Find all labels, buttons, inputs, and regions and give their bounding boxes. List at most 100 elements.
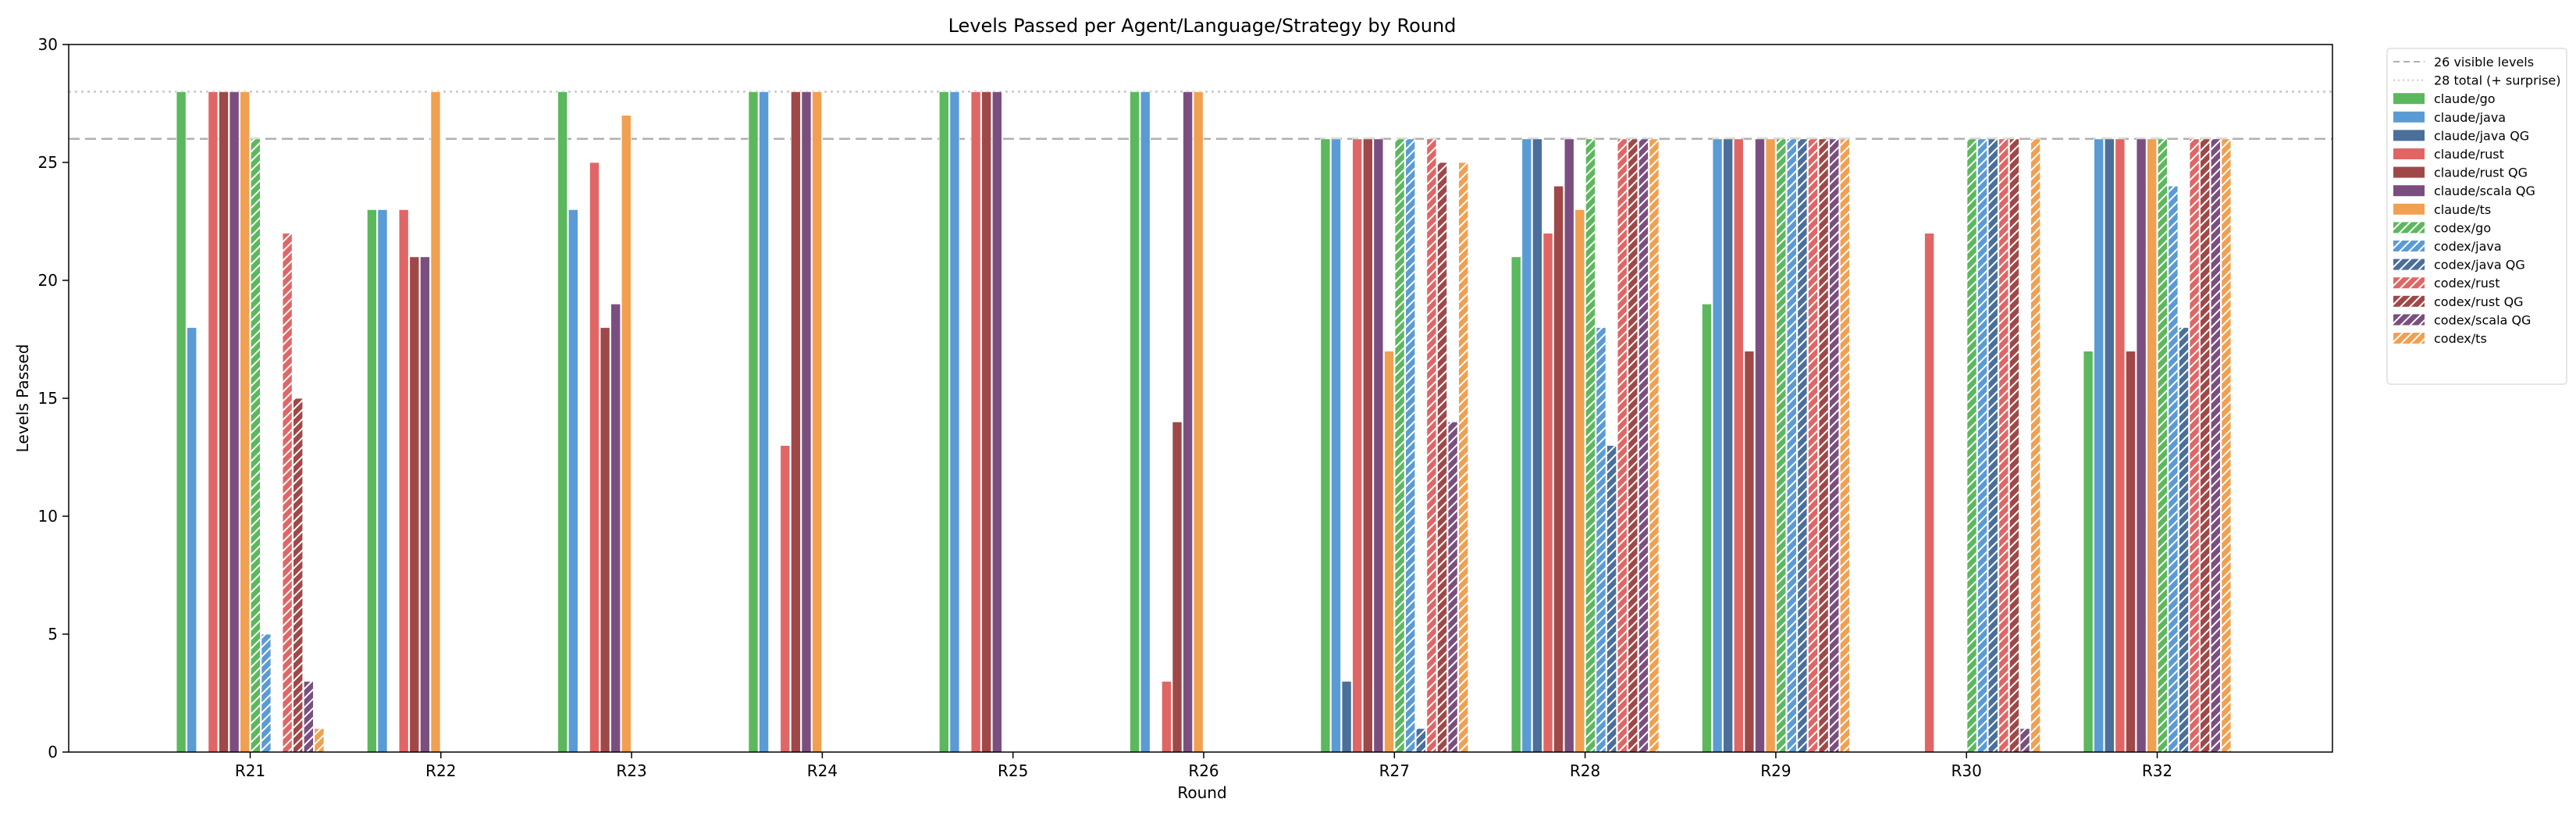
bar-claude-scala-qg-r29 [1754,138,1765,753]
legend-label: codex/rust QG [2434,294,2524,309]
bar-claude-go-r26 [1130,91,1140,753]
bar-claude-scala-qg-r21 [229,91,240,753]
legend-swatch [2393,333,2425,344]
bar-claude-rust-r30 [1924,233,1935,753]
bar-claude-rust-qg-r28 [1553,185,1564,753]
legend-box [2386,48,2567,385]
legend-label: 28 total (+ surprise) [2434,73,2561,88]
x-tick-label: R23 [616,761,646,780]
bar-codex-ts-r30 [2030,138,2041,753]
legend-swatch [2393,111,2425,123]
bar-codex-go-r29 [1776,138,1787,753]
y-tick-label: 0 [48,743,58,761]
legend-label: codex/java QG [2434,258,2525,273]
bar-codex-rust-qg-r32 [2200,138,2211,753]
bar-claude-rust-qg-r23 [600,326,610,753]
bar-codex-java-r21 [261,633,272,753]
bar-claude-go-r24 [748,91,759,753]
bar-claude-ts-r23 [621,115,632,753]
bar-claude-rust-r25 [970,91,981,753]
bar-codex-java-qg-r29 [1797,138,1808,753]
bar-codex-scala-qg-r27 [1447,421,1458,753]
bar-codex-rust-r30 [1998,138,2009,753]
bar-codex-ts-r27 [1458,162,1469,753]
legend-swatch [2393,241,2425,251]
bar-claude-java-r26 [1140,91,1151,753]
x-tick-label: R27 [1379,761,1410,780]
y-axis-ticks: 0 5 10 15 20 25 30 [38,35,69,761]
bar-codex-go-r28 [1585,138,1596,753]
bar-claude-java-qg-r27 [1341,681,1352,753]
bars [176,91,2232,753]
bar-claude-scala-qg-r25 [991,91,1002,753]
bar-codex-java-qg-r30 [1987,138,1998,753]
bar-claude-rust-qg-r25 [981,91,992,753]
bar-claude-rust-r28 [1542,233,1553,753]
bar-codex-java-qg-r28 [1606,445,1617,753]
bar-codex-java-r28 [1596,326,1606,753]
bar-codex-ts-r21 [314,728,325,753]
bar-claude-ts-r27 [1384,351,1395,753]
bar-claude-scala-qg-r22 [419,256,430,753]
legend-label: codex/ts [2434,331,2487,346]
bar-codex-ts-r29 [1839,138,1850,753]
bar-claude-java-r32 [2094,138,2105,753]
y-tick-label: 25 [38,153,58,172]
bar-codex-scala-qg-r30 [2019,728,2030,753]
bar-codex-rust-qg-r27 [1437,162,1448,753]
legend-label: claude/java QG [2434,128,2529,143]
legend-swatch [2393,277,2425,289]
bar-codex-java-r30 [1977,138,1988,753]
y-tick-label: 15 [38,389,58,408]
bar-codex-rust-qg-r29 [1818,138,1829,753]
bar-codex-rust-qg-r28 [1628,138,1638,753]
bar-claude-scala-qg-r28 [1564,138,1574,753]
legend-swatch [2393,148,2425,159]
bar-claude-go-r22 [366,209,377,753]
bar-codex-go-r32 [2157,138,2168,753]
bar-codex-rust-r28 [1617,138,1628,753]
bar-claude-java-qg-r28 [1532,138,1542,753]
legend-swatch [2393,222,2425,234]
bar-claude-java-r27 [1331,138,1342,753]
x-tick-label: R26 [1188,761,1219,780]
bar-claude-go-r27 [1320,138,1331,753]
x-tick-label: R29 [1760,761,1791,780]
bar-codex-java-r29 [1786,138,1797,753]
bar-codex-go-r30 [1966,138,1977,753]
bar-claude-scala-qg-r26 [1183,91,1194,753]
bar-claude-go-r29 [1701,303,1712,753]
bar-claude-rust-r26 [1161,681,1172,753]
bar-codex-scala-qg-r21 [303,681,314,753]
bar-claude-rust-r32 [2115,138,2126,753]
bar-claude-java-r28 [1521,138,1532,753]
bar-codex-java-qg-r27 [1415,728,1426,753]
y-tick-label: 10 [38,507,58,526]
legend-swatch [2393,295,2425,307]
bar-codex-rust-qg-r30 [2008,138,2019,753]
bar-claude-rust-r29 [1733,138,1744,753]
bar-claude-go-r23 [557,91,568,753]
bar-claude-rust-qg-r21 [218,91,229,753]
bar-claude-java-r24 [759,91,770,753]
bar-claude-ts-r26 [1193,91,1204,753]
bar-claude-ts-r22 [430,91,441,753]
bar-claude-go-r21 [176,91,187,753]
legend-swatch [2393,185,2425,197]
legend-label: 26 visible levels [2434,55,2534,70]
bar-codex-go-r27 [1394,138,1405,753]
y-axis-label: Levels Passed [13,344,32,453]
bar-codex-java-r27 [1405,138,1416,753]
legend-label: claude/java [2434,110,2506,125]
x-axis-ticks: R21 R22 R23 R24 R25 R26 R27 R28 R29 R30 R32 [235,752,2172,780]
x-tick-label: R25 [998,761,1028,780]
bar-codex-scala-qg-r28 [1638,138,1649,753]
x-tick-label: R28 [1570,761,1600,780]
legend-swatch [2393,314,2425,326]
bar-codex-go-r21 [250,138,261,753]
bar-codex-rust-qg-r21 [293,398,304,753]
legend-label: claude/ts [2434,202,2491,217]
bar-claude-rust-qg-r24 [790,91,801,753]
bar-claude-rust-r22 [398,209,409,753]
